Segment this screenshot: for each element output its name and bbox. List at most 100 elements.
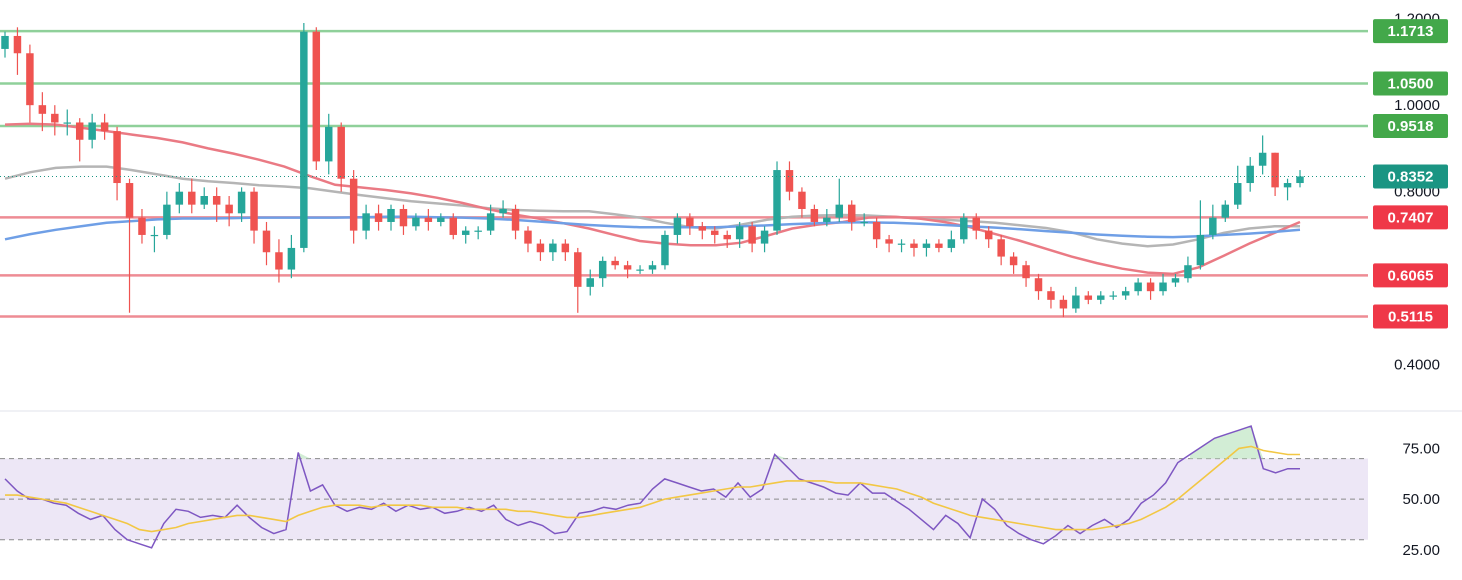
candle-body <box>910 243 918 248</box>
candle-body <box>125 183 134 218</box>
candle-body <box>175 191 184 205</box>
candle-body <box>486 213 495 231</box>
candle-body <box>748 226 756 244</box>
candle-body <box>1097 295 1105 300</box>
price-tick-label: 0.4000 <box>1394 357 1440 374</box>
candle-body <box>1134 282 1142 292</box>
candle-body <box>561 243 570 253</box>
level-tag-label: 1.0500 <box>1388 76 1434 93</box>
candle-body <box>449 217 458 235</box>
price-tick-label: 1.0000 <box>1394 97 1440 114</box>
candle-body <box>474 230 482 232</box>
candle-body <box>686 217 694 227</box>
candle-body <box>1171 278 1180 283</box>
candle-body <box>1009 256 1018 266</box>
candle-body <box>325 126 333 162</box>
candle-body <box>598 260 607 279</box>
moving-average-line <box>4 165 1300 248</box>
candle-body <box>250 191 258 231</box>
candle-body <box>723 234 731 240</box>
level-tag-label: 0.9518 <box>1388 118 1434 135</box>
candle-body <box>847 204 856 222</box>
candle-body <box>1258 152 1267 166</box>
candle-body <box>960 217 968 240</box>
candle-body <box>38 105 47 114</box>
current-price-tag: 0.8352 <box>1373 164 1448 189</box>
candle-body <box>549 243 557 253</box>
candle-body <box>1159 282 1167 292</box>
level-tag-label: 0.7407 <box>1388 209 1434 226</box>
candle-body <box>823 217 831 222</box>
candle-body <box>163 204 171 235</box>
candle-body <box>922 243 931 248</box>
level-tag-label: 0.5115 <box>1388 308 1433 325</box>
candle-body <box>1 35 9 49</box>
candle-body <box>1059 299 1068 309</box>
candle-body <box>698 226 707 231</box>
candle-body <box>860 221 868 224</box>
level-tag-bg <box>1373 205 1448 230</box>
candle-body <box>51 113 59 123</box>
candle-body <box>636 269 644 271</box>
candle-body <box>574 252 582 287</box>
candle-body <box>760 230 769 244</box>
candle-body <box>1246 165 1254 184</box>
candle-body <box>138 217 146 235</box>
candle-body <box>399 208 408 227</box>
level-tag-bg <box>1373 114 1448 139</box>
candle-body <box>1221 204 1230 218</box>
candle-body <box>88 122 96 140</box>
candle-body <box>362 213 370 231</box>
candle-body <box>300 31 308 248</box>
candle-body <box>1084 295 1093 300</box>
current-price-tag-bg <box>1373 164 1448 189</box>
candle-body <box>1047 291 1055 300</box>
moving-average-line <box>4 215 1301 241</box>
candle-body <box>225 204 233 214</box>
candle-body <box>287 247 296 270</box>
rsi-guides <box>0 458 1368 541</box>
candle-body <box>1184 265 1192 279</box>
candle-body <box>648 265 657 270</box>
candle-body <box>586 278 594 287</box>
candle-body <box>885 239 893 244</box>
candle-body <box>262 230 271 253</box>
candle-body <box>188 191 196 205</box>
candle-body <box>735 226 744 240</box>
candle-body <box>1271 152 1279 188</box>
candle-body <box>1196 234 1205 266</box>
candle-body <box>1234 183 1242 205</box>
candle-body <box>947 239 956 248</box>
candle-body <box>711 230 719 235</box>
candle-body <box>1072 295 1080 309</box>
candle-body <box>798 191 806 209</box>
rsi-axis-ticks: 75.00 50.00 25.00 <box>1402 440 1440 558</box>
candle-body <box>387 208 395 222</box>
candle-body <box>972 217 980 231</box>
candle-body <box>1283 183 1292 188</box>
level-tag-label: 1.1713 <box>1388 23 1434 40</box>
candle-body <box>673 217 682 235</box>
candle-body <box>984 230 993 240</box>
candlesticks <box>1 22 1304 318</box>
candle-body <box>100 122 109 132</box>
candle-body <box>349 178 358 231</box>
candle-body <box>536 243 545 253</box>
candle-body <box>26 53 34 106</box>
candle-body <box>524 230 532 244</box>
candle-body <box>461 230 470 235</box>
candle-body <box>113 131 121 184</box>
candle-body <box>312 31 321 162</box>
rsi-tick-label: 75.00 <box>1402 440 1440 457</box>
candle-body <box>424 217 433 222</box>
candle-body <box>897 243 906 245</box>
candle-body <box>200 196 208 205</box>
level-tag-bg <box>1373 263 1448 288</box>
candle-body <box>623 265 632 270</box>
candle-body <box>63 122 71 124</box>
candle-body <box>237 191 246 214</box>
candle-body <box>935 243 943 248</box>
candle-body <box>75 122 84 140</box>
